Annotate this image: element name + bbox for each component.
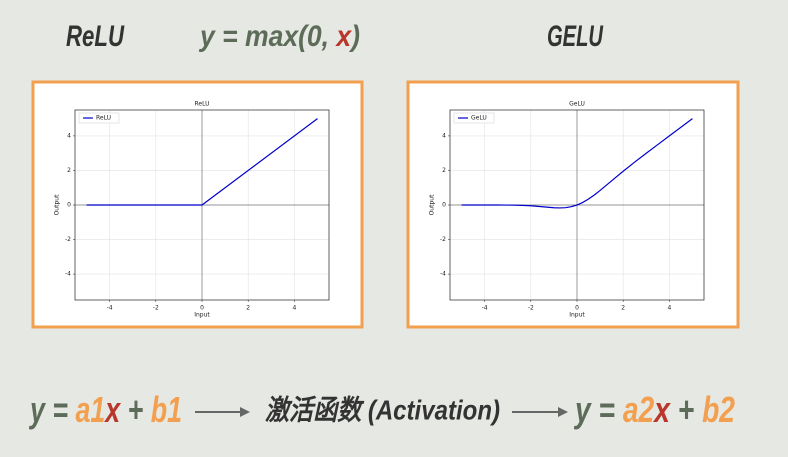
x-axis-label: Input — [569, 312, 585, 319]
x-tick-label: 2 — [246, 305, 250, 312]
footer-part: b2 — [702, 389, 735, 430]
footer-part: a2 — [623, 389, 654, 430]
arrow — [512, 407, 568, 417]
footer-part: y — [29, 389, 47, 430]
x-tick-label: -4 — [482, 305, 488, 312]
formula-part: x — [335, 20, 353, 53]
line — [86, 118, 318, 206]
charts: -4 -2 0 2 4 -4 -2 0 2 4 ReLU Input Output ReLU -4 -2 0 2 4… — [54, 101, 705, 319]
legend-label: ReLU — [96, 115, 111, 122]
footer-part: + — [670, 389, 702, 430]
y-tick-label: -4 — [65, 271, 71, 278]
formula-part: ) — [349, 20, 360, 53]
legend-label: GeLU — [471, 115, 487, 122]
x-tick-label: 2 — [621, 305, 625, 312]
y-tick-label: -2 — [440, 236, 446, 243]
footer-part: x — [653, 389, 672, 430]
footer-part: = — [45, 389, 76, 430]
x-tick-label: 0 — [575, 305, 579, 312]
formula-part: = max(0, — [215, 20, 337, 53]
y-tick-label: 0 — [67, 202, 71, 209]
plot-area — [449, 109, 705, 301]
legend-box — [453, 112, 495, 124]
y-tick-label: 2 — [67, 167, 71, 174]
arrow — [195, 407, 250, 417]
footer-right: y = a2x + b2 — [573, 389, 735, 430]
footer-left: y = a1x + b1 — [29, 389, 182, 430]
footer-part: y — [573, 389, 592, 430]
x-tick-label: 4 — [292, 305, 296, 312]
x-tick-label: -4 — [107, 305, 113, 312]
chart-title: ReLU — [194, 101, 209, 108]
y-axis-label: Output — [54, 194, 61, 215]
y-tick-label: -4 — [440, 271, 446, 278]
footer-part: b1 — [151, 389, 182, 430]
plot-area — [74, 109, 330, 301]
x-tick-label: 0 — [200, 305, 204, 312]
line — [461, 118, 693, 209]
x-tick-label: -2 — [153, 305, 159, 312]
x-tick-label: -2 — [528, 305, 534, 312]
footer-part: = — [591, 389, 623, 430]
x-axis-label: Input — [194, 312, 210, 319]
y-tick-label: 4 — [442, 132, 446, 139]
y-tick-label: 2 — [442, 167, 446, 174]
x-tick-label: 4 — [667, 305, 671, 312]
y-axis-label: Output — [429, 194, 436, 215]
footer-part: a1 — [75, 389, 105, 430]
chart-title: GeLU — [569, 101, 585, 108]
footer-part: + — [120, 389, 151, 430]
y-tick-label: 0 — [442, 202, 446, 209]
y-tick-label: 4 — [67, 132, 71, 139]
left-title: ReLU — [66, 20, 125, 53]
header-formula: y = max(0, x) — [198, 20, 360, 53]
footer-part: x — [104, 389, 122, 430]
formula-part: y — [198, 20, 216, 53]
y-tick-label: -2 — [65, 236, 71, 243]
legend-box — [78, 112, 120, 124]
footer-middle: 激活函数 (Activation) — [265, 394, 500, 425]
right-title: GELU — [547, 20, 604, 53]
